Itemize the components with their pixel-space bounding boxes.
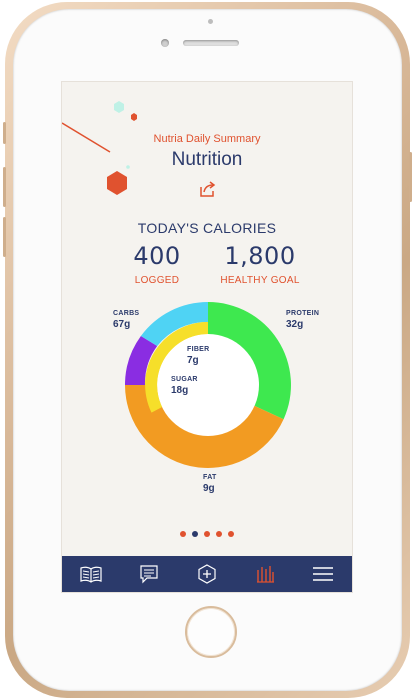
page-indicator bbox=[62, 522, 352, 541]
sugar-label-name: SUGAR bbox=[171, 376, 198, 383]
menu-icon bbox=[313, 567, 333, 581]
mute-switch bbox=[3, 122, 6, 144]
page-title: Nutrition bbox=[171, 149, 243, 170]
protein-label-value: 32g bbox=[286, 319, 304, 330]
carbs-label-name: CARBS bbox=[113, 310, 140, 317]
tab-add[interactable] bbox=[192, 559, 222, 589]
tab-nutrition[interactable] bbox=[250, 559, 280, 589]
logged-calories-value: 400 bbox=[133, 242, 181, 270]
logged-calories-label: LOGGED bbox=[134, 275, 180, 286]
tab-menu[interactable] bbox=[308, 559, 338, 589]
calories-section-title: TODAY'S CALORIES bbox=[137, 220, 277, 236]
page-subtitle: Nutria Daily Summary bbox=[153, 133, 261, 145]
tab-chat[interactable] bbox=[134, 559, 164, 589]
proximity-sensor bbox=[208, 19, 213, 24]
sugar-label-value: 18g bbox=[171, 385, 189, 396]
decorative-line bbox=[62, 122, 111, 153]
app-screen: Nutria Daily Summary Nutrition TODAY'S C… bbox=[61, 81, 353, 593]
decorative-hexagon-large bbox=[107, 171, 127, 195]
page-dot[interactable] bbox=[216, 531, 222, 537]
decorative-shapes bbox=[62, 101, 137, 195]
page-dot[interactable] bbox=[228, 531, 234, 537]
decorative-dot bbox=[126, 165, 130, 169]
home-button[interactable] bbox=[185, 606, 237, 658]
page-dot[interactable] bbox=[204, 531, 210, 537]
power-button bbox=[409, 152, 412, 202]
segment-sugar-inner bbox=[145, 322, 208, 413]
decorative-hexagon-small bbox=[131, 113, 137, 121]
nutrition-chart-icon bbox=[257, 566, 274, 583]
goal-calories-value: 1,800 bbox=[224, 242, 296, 270]
segment-carbs-cyan[interactable] bbox=[140, 301, 208, 346]
carbs-label-value: 67g bbox=[113, 319, 131, 330]
page-dot[interactable] bbox=[180, 531, 186, 537]
earpiece-speaker bbox=[183, 40, 239, 46]
decorative-hexagon-mint bbox=[114, 101, 124, 113]
sugar-label: SUGAR 18g bbox=[171, 376, 198, 396]
volume-up-button bbox=[3, 167, 6, 207]
fat-label-name: FAT bbox=[203, 474, 217, 481]
protein-label: PROTEIN 32g bbox=[286, 310, 319, 330]
fat-label: FAT 9g bbox=[203, 474, 217, 494]
front-camera bbox=[161, 39, 169, 47]
carbs-label: CARBS 67g bbox=[113, 310, 139, 330]
fiber-label-name: FIBER bbox=[187, 346, 210, 353]
fiber-label-value: 7g bbox=[187, 355, 199, 366]
donut-center bbox=[157, 334, 259, 436]
fiber-label: FIBER 7g bbox=[187, 346, 210, 366]
add-hexagon-icon bbox=[198, 564, 216, 584]
goal-calories-label: HEALTHY GOAL bbox=[220, 275, 300, 286]
book-icon bbox=[80, 566, 102, 583]
protein-label-name: PROTEIN bbox=[286, 310, 320, 317]
macro-donut-chart bbox=[124, 301, 291, 468]
segment-carbs-purple[interactable] bbox=[124, 336, 158, 385]
volume-down-button bbox=[3, 217, 6, 257]
page-dot[interactable] bbox=[192, 531, 198, 537]
share-icon[interactable] bbox=[198, 179, 218, 199]
tab-bar bbox=[62, 556, 352, 592]
chat-icon bbox=[140, 565, 158, 584]
tab-book[interactable] bbox=[76, 559, 106, 589]
fat-label-value: 9g bbox=[203, 483, 215, 494]
